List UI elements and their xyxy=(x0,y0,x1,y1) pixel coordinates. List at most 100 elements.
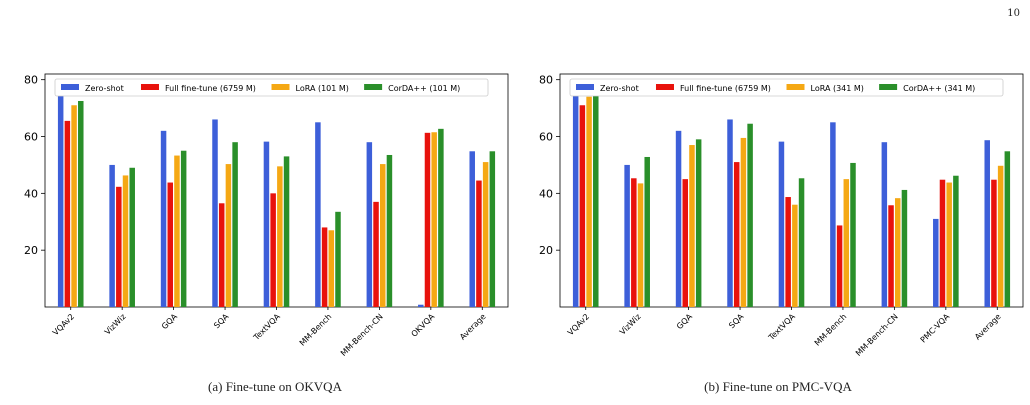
bar-zero-shot-vizwiz xyxy=(624,164,630,307)
bar-corda-341-m-vizwiz xyxy=(644,156,650,307)
legend-label-corda-341-m: CorDA++ (341 M) xyxy=(903,84,975,93)
bar-full-fine-tune-6759-m-average xyxy=(991,179,997,307)
bar-full-fine-tune-6759-m-gqa xyxy=(167,182,174,307)
bar-lora-101-m-okvqa xyxy=(431,132,437,307)
bar-full-fine-tune-6759-m-mm-bench-cn xyxy=(888,205,894,307)
legend-swatch-zero-shot xyxy=(576,84,594,90)
bar-lora-341-m-mm-bench-cn xyxy=(894,198,901,307)
x-tick-label-vqav2: VQAv2 xyxy=(566,312,591,337)
bar-lora-101-m-gqa xyxy=(174,155,180,307)
legend-label-full-fine-tune-6759-m: Full fine-tune (6759 M) xyxy=(680,84,771,93)
bar-lora-101-m-textvqa xyxy=(277,166,283,307)
x-tick-label-textvqa: TextVQA xyxy=(251,312,282,343)
bar-zero-shot-vqav2 xyxy=(572,83,579,307)
caption-b: (b) Fine-tune on PMC-VQA xyxy=(704,379,852,394)
caption-a: (a) Fine-tune on OKVQA xyxy=(208,379,342,394)
legend-swatch-lora-101-m xyxy=(271,84,290,90)
bar-zero-shot-average xyxy=(984,140,990,307)
bar-full-fine-tune-6759-m-vizwiz xyxy=(116,186,122,307)
x-tick-label-vizwiz: VizWiz xyxy=(618,312,643,337)
legend-swatch-full-fine-tune-6759-m xyxy=(140,84,159,90)
legend-label-full-fine-tune-6759-m: Full fine-tune (6759 M) xyxy=(165,84,256,93)
legend-swatch-corda-101-m xyxy=(364,84,383,90)
x-tick-label-average: Average xyxy=(973,312,1003,342)
bar-full-fine-tune-6759-m-textvqa xyxy=(270,193,276,307)
x-tick-label-mm-bench-cn: MM-Bench-CN xyxy=(339,312,385,358)
y-tick-label: 20 xyxy=(24,244,38,257)
bar-zero-shot-okvqa xyxy=(418,304,424,307)
bar-lora-341-m-vqav2 xyxy=(586,96,592,307)
bar-zero-shot-textvqa xyxy=(778,141,785,307)
bar-corda-101-m-vizwiz xyxy=(129,167,135,307)
x-tick-label-vizwiz: VizWiz xyxy=(103,312,128,337)
bar-lora-341-m-gqa xyxy=(689,145,695,307)
bar-corda-101-m-mm-bench-cn xyxy=(386,154,393,307)
bar-full-fine-tune-6759-m-average xyxy=(476,180,482,307)
bar-zero-shot-pmc-vqa xyxy=(933,218,939,307)
bar-lora-341-m-average xyxy=(997,165,1004,307)
bar-zero-shot-average xyxy=(469,151,475,307)
x-tick-label-vqav2: VQAv2 xyxy=(51,312,76,337)
bar-corda-101-m-textvqa xyxy=(283,156,290,307)
y-tick-label: 40 xyxy=(24,187,38,200)
legend-label-corda-101-m: CorDA++ (101 M) xyxy=(388,84,460,93)
legend-label-lora-341-m: LoRA (341 M) xyxy=(811,84,864,93)
bar-corda-341-m-vqav2 xyxy=(593,89,599,307)
bar-zero-shot-mm-bench xyxy=(315,122,321,308)
bar-corda-341-m-mm-bench xyxy=(850,162,856,307)
legend-label-zero-shot: Zero-shot xyxy=(600,84,639,93)
x-tick-label-average: Average xyxy=(458,312,488,342)
bar-zero-shot-mm-bench-cn xyxy=(366,142,373,307)
y-tick-label: 60 xyxy=(539,131,553,144)
x-tick-label-textvqa: TextVQA xyxy=(766,312,797,343)
legend-swatch-lora-341-m xyxy=(786,84,805,90)
bar-full-fine-tune-6759-m-sqa xyxy=(733,162,740,307)
bar-lora-341-m-pmc-vqa xyxy=(946,182,952,307)
x-tick-label-gqa: GQA xyxy=(160,312,179,331)
x-tick-label-mm-bench: MM-Bench xyxy=(298,312,334,348)
bar-lora-341-m-textvqa xyxy=(792,204,798,307)
x-tick-label-sqa: SQA xyxy=(212,312,231,331)
bar-zero-shot-gqa xyxy=(675,130,682,307)
bar-full-fine-tune-6759-m-okvqa xyxy=(424,132,431,307)
bar-corda-101-m-gqa xyxy=(180,150,187,307)
legend-swatch-corda-341-m xyxy=(879,84,898,90)
x-tick-label-mm-bench: MM-Bench xyxy=(813,312,849,348)
legend-label-zero-shot: Zero-shot xyxy=(85,84,124,93)
bar-zero-shot-vizwiz xyxy=(109,164,115,307)
bar-corda-101-m-sqa xyxy=(232,142,238,307)
bar-corda-101-m-vqav2 xyxy=(78,100,84,308)
chart-panel-a: 20 40 60 80 VQAv2 VizWiz GQA SQA TextVQA MM-Bench… xyxy=(0,0,515,374)
legend-label-lora-101-m: LoRA (101 M) xyxy=(296,84,349,93)
x-tick-label-okvqa: OKVQA xyxy=(410,312,437,339)
bar-lora-101-m-mm-bench xyxy=(328,230,335,307)
y-tick-label: 80 xyxy=(539,74,553,87)
page-number: 10 xyxy=(1007,8,1020,19)
bar-corda-101-m-average xyxy=(489,151,496,307)
bar-full-fine-tune-6759-m-mm-bench xyxy=(321,227,328,307)
bar-zero-shot-mm-bench-cn xyxy=(881,142,888,307)
bar-lora-101-m-vizwiz xyxy=(122,175,129,307)
bar-full-fine-tune-6759-m-mm-bench xyxy=(836,225,843,307)
bar-zero-shot-gqa xyxy=(160,130,167,307)
bar-lora-101-m-vqav2 xyxy=(71,105,77,307)
bar-full-fine-tune-6759-m-gqa xyxy=(682,179,689,307)
bar-zero-shot-sqa xyxy=(212,119,218,308)
bar-lora-101-m-sqa xyxy=(225,164,232,307)
bar-corda-101-m-okvqa xyxy=(438,128,444,307)
bar-chart-pmc-vqa: 20 40 60 80 VQAv2 VizWiz GQA SQA TextVQA MM-Bench… xyxy=(539,73,1024,358)
bar-full-fine-tune-6759-m-sqa xyxy=(218,203,225,307)
bar-lora-341-m-mm-bench xyxy=(843,179,850,307)
y-tick-label: 20 xyxy=(539,244,553,257)
bar-corda-101-m-mm-bench xyxy=(335,211,341,307)
legend-swatch-full-fine-tune-6759-m xyxy=(655,84,674,90)
bar-full-fine-tune-6759-m-pmc-vqa xyxy=(939,179,946,307)
y-tick-label: 40 xyxy=(539,187,553,200)
bar-zero-shot-vqav2 xyxy=(57,83,64,307)
bar-full-fine-tune-6759-m-vqav2 xyxy=(64,120,71,307)
bar-zero-shot-sqa xyxy=(727,119,733,308)
chart-panel-b: 20 40 60 80 VQAv2 VizWiz GQA SQA TextVQA MM-Bench… xyxy=(515,0,1030,374)
x-tick-label-gqa: GQA xyxy=(675,312,694,331)
bar-full-fine-tune-6759-m-vqav2 xyxy=(579,105,586,307)
bar-full-fine-tune-6759-m-vizwiz xyxy=(631,178,637,307)
